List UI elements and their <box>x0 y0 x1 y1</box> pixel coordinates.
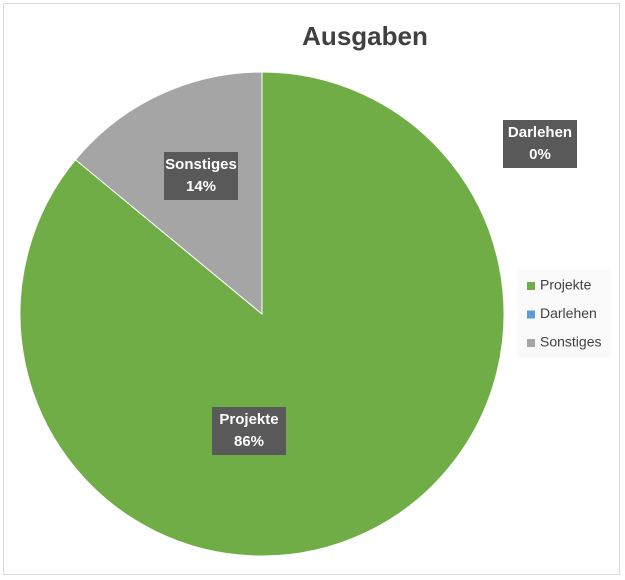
legend-swatch <box>527 339 535 347</box>
legend-label: Darlehen <box>540 305 597 321</box>
data-label-category: Projekte <box>219 411 278 428</box>
data-label-box <box>164 152 238 200</box>
legend-swatch <box>527 310 535 319</box>
data-label: Sonstiges 14% <box>164 152 238 200</box>
data-label-box <box>212 407 286 455</box>
legend-swatch <box>527 282 535 290</box>
data-label-category: Darlehen <box>508 124 572 141</box>
chart-title: Ausgaben <box>302 21 428 51</box>
data-label-box <box>503 120 577 168</box>
data-label: Projekte 86% <box>212 407 286 455</box>
data-label-category: Sonstiges <box>165 156 237 173</box>
data-label-value: 86% <box>234 433 264 450</box>
data-label: Darlehen 0% <box>503 120 577 168</box>
data-label-value: 14% <box>186 178 216 195</box>
legend-label: Projekte <box>540 277 592 293</box>
data-label-value: 0% <box>529 146 551 163</box>
legend-label: Sonstiges <box>540 334 601 350</box>
